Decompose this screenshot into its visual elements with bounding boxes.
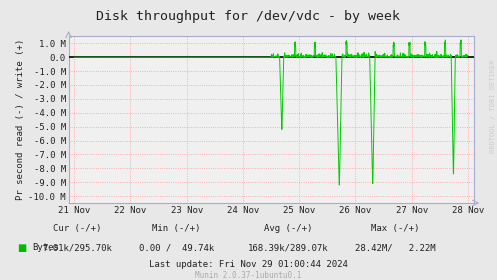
Text: Avg (-/+): Avg (-/+)	[264, 224, 313, 233]
Text: ■: ■	[17, 243, 27, 253]
Text: RRDTOOL / TOBI OETIKER: RRDTOOL / TOBI OETIKER	[490, 60, 496, 153]
Text: 28.42M/   2.22M: 28.42M/ 2.22M	[355, 243, 435, 252]
Text: Munin 2.0.37-1ubuntu0.1: Munin 2.0.37-1ubuntu0.1	[195, 271, 302, 280]
Text: Min (-/+): Min (-/+)	[152, 224, 201, 233]
Text: Disk throughput for /dev/vdc - by week: Disk throughput for /dev/vdc - by week	[96, 10, 401, 23]
Text: 0.00 /  49.74k: 0.00 / 49.74k	[139, 243, 214, 252]
Text: Bytes: Bytes	[32, 243, 59, 252]
Y-axis label: Pr second read (-) / write (+): Pr second read (-) / write (+)	[16, 39, 25, 200]
Text: 7.01k/295.70k: 7.01k/295.70k	[42, 243, 112, 252]
Text: Cur (-/+): Cur (-/+)	[53, 224, 101, 233]
Text: 168.39k/289.07k: 168.39k/289.07k	[248, 243, 329, 252]
Text: Max (-/+): Max (-/+)	[371, 224, 419, 233]
Text: Last update: Fri Nov 29 01:00:44 2024: Last update: Fri Nov 29 01:00:44 2024	[149, 260, 348, 269]
